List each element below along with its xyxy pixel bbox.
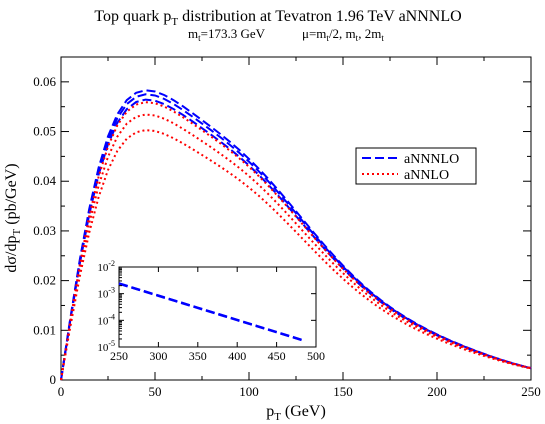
inset-x-tick-label-2: 350 xyxy=(189,349,207,363)
y-tick-label-6: 0.06 xyxy=(33,74,56,89)
x-tick-label-4: 200 xyxy=(427,384,447,399)
inset-y-tick-label-2: 10-4 xyxy=(97,312,115,327)
x-tick-label-2: 100 xyxy=(239,384,259,399)
series-line-annlo-3 xyxy=(60,113,532,381)
x-tick-label-3: 150 xyxy=(333,384,353,399)
inset-ticks: 250 300 350 400 450 500 10-2 10-3 10-4 10-5 xyxy=(97,259,325,363)
x-tick-label-1: 50 xyxy=(149,384,162,399)
y-axis-label: dσ/dpT (pb/GeV) xyxy=(3,163,23,272)
inset-x-tick-label-3: 400 xyxy=(228,349,246,363)
y-tick-label-3: 0.03 xyxy=(33,223,56,238)
main-series xyxy=(60,89,532,381)
legend: aNNNLO aNNLO xyxy=(355,147,477,185)
inset-series-line-2 xyxy=(118,282,305,343)
chart-subtitle-mass: mt=173.3 GeV xyxy=(188,26,266,43)
inset-y-tick-label-1: 10-3 xyxy=(97,286,115,301)
x-tick-label-5: 250 xyxy=(521,384,541,399)
inset-y-tick-label-3: 10-5 xyxy=(97,339,115,354)
inset-x-tick-label-4: 450 xyxy=(268,349,286,363)
y-tick-label-2: 0.02 xyxy=(33,273,56,288)
series-line-annnlo-1 xyxy=(60,89,532,381)
inset-x-tick-label-5: 500 xyxy=(307,349,325,363)
series-line-annlo-5 xyxy=(60,129,532,381)
inset-chart: 250 300 350 400 450 500 10-2 10-3 10-4 10-5 xyxy=(97,259,325,363)
x-tick-label-0: 0 xyxy=(58,384,65,399)
series-line-annnlo-0 xyxy=(60,93,532,381)
legend-box xyxy=(355,147,477,185)
inset-x-tick-label-1: 300 xyxy=(149,349,167,363)
y-tick-label-5: 0.05 xyxy=(33,124,56,139)
inset-y-tick-label-0: 10-2 xyxy=(97,259,115,274)
main-ticks: 0 50 100 150 200 250 0 0.01 0.02 0.03 0.04 0.05 0.06 xyxy=(33,57,541,399)
legend-label-annnlo: aNNNLO xyxy=(404,152,459,167)
x-axis-label: pT (GeV) xyxy=(266,403,326,423)
y-tick-label-0: 0 xyxy=(50,372,57,387)
y-tick-label-4: 0.04 xyxy=(33,173,56,188)
legend-label-annlo: aNNLO xyxy=(404,168,449,183)
series-line-annlo-4 xyxy=(60,101,532,381)
y-tick-label-1: 0.01 xyxy=(33,322,56,337)
chart-title: Top quark pT distribution at Tevatron 1.… xyxy=(94,8,461,28)
chart-subtitle-scale: μ=mt/2, mt, 2mt xyxy=(302,26,384,43)
inset-x-tick-label-0: 250 xyxy=(110,349,128,363)
inset-series xyxy=(118,282,305,343)
